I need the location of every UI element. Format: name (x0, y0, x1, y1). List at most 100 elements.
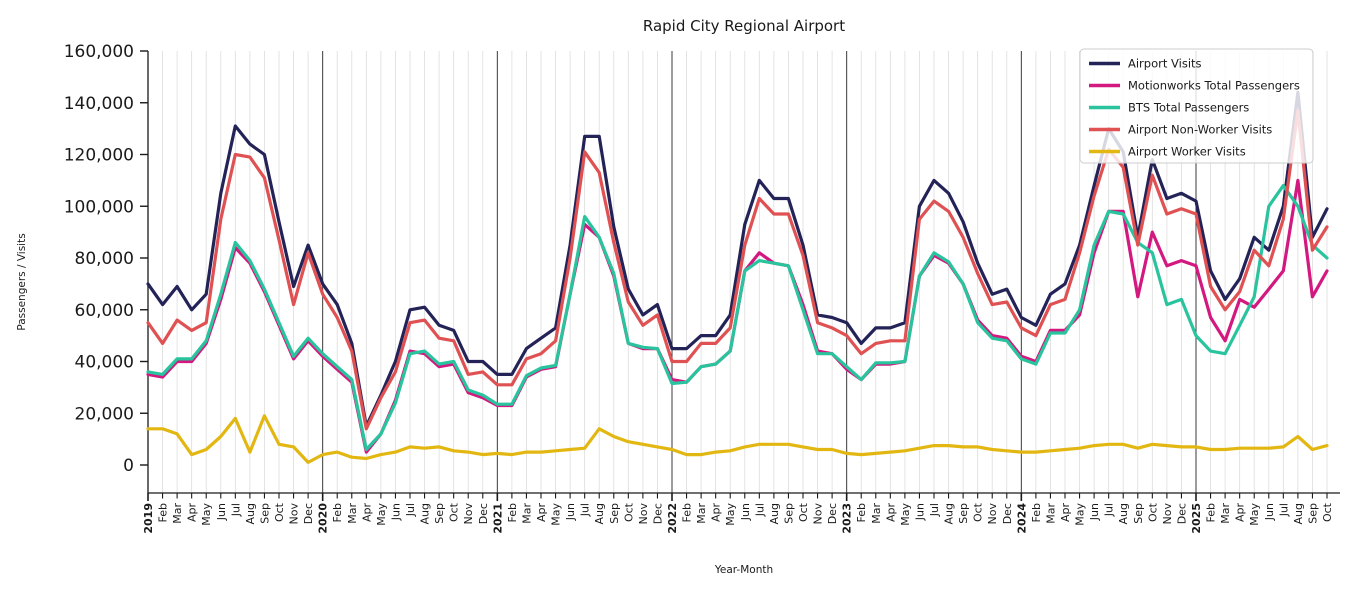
x-tick-label-month: Mar (695, 503, 708, 524)
x-tick-label-month: May (200, 503, 213, 526)
legend-label: Motionworks Total Passengers (1128, 79, 1300, 93)
series-lines (146, 90, 1329, 464)
x-tick-label-month: Jul (753, 503, 766, 517)
x-tick-label-month: Aug (419, 503, 432, 524)
series-line-airport-worker-visits (146, 414, 1329, 464)
x-tick-label-month: Jul (229, 503, 242, 517)
x-tick-label-month: Apr (884, 503, 897, 523)
x-tick-label-month: Oct (972, 502, 985, 522)
x-tick-label-month: May (550, 503, 563, 526)
x-tick-label-month: Aug (943, 503, 956, 524)
x-tick-label-month: May (899, 503, 912, 526)
x-tick-label-year: 2020 (317, 503, 330, 534)
x-tick-label-month: Oct (273, 502, 286, 522)
x-tick-label-month: Mar (520, 503, 533, 524)
x-tick-label-month: Sep (957, 503, 970, 524)
y-tick-label: 80,000 (75, 249, 134, 269)
x-tick-label-month: Feb (681, 503, 694, 522)
y-tick-label: 60,000 (75, 301, 134, 321)
x-tick-label-month: Jun (389, 503, 402, 521)
y-tick-label: 40,000 (75, 353, 134, 373)
y-tick-label: 0 (123, 456, 134, 476)
series-line-airport-visits (146, 90, 1329, 428)
x-tick-label-month: Mar (870, 503, 883, 524)
x-tick-label-month: Jun (1263, 503, 1276, 521)
legend-label: Airport Visits (1128, 57, 1202, 71)
legend-box (1079, 48, 1314, 164)
x-tick-label-month: Dec (477, 503, 490, 524)
x-tick-label-year: 2023 (841, 503, 854, 534)
x-tick-label-month: Dec (302, 503, 315, 524)
x-tick-label-month: Sep (608, 503, 621, 524)
x-tick-label-month: Apr (1234, 503, 1247, 523)
y-tick-label: 100,000 (64, 197, 134, 217)
x-tick-label-month: Nov (462, 503, 475, 525)
x-axis-label: Year-Month (714, 564, 773, 576)
x-tick-label-month: Aug (1117, 503, 1130, 524)
x-tick-label-month: Dec (1175, 503, 1188, 524)
x-tick-label-month: May (1074, 503, 1087, 526)
y-axis-label: Passengers / Visits (16, 233, 28, 330)
x-tick-label-month: Aug (1292, 503, 1305, 524)
x-tick-label-month: May (1248, 503, 1261, 526)
x-tick-label-month: Sep (258, 503, 271, 524)
x-tick-label-month: Aug (593, 503, 606, 524)
x-tick-label-month: Jun (913, 503, 926, 521)
x-tick-label-month: Aug (768, 503, 781, 524)
x-tick-label-month: Feb (855, 503, 868, 522)
legend-label: Airport Non-Worker Visits (1128, 123, 1272, 137)
legend-label: Airport Worker Visits (1128, 145, 1246, 159)
x-tick-label-year: 2019 (142, 503, 155, 534)
x-tick-label-month: Feb (506, 503, 519, 522)
x-tick-label-year: 2021 (491, 503, 504, 534)
y-tick-label: 20,000 (75, 404, 134, 424)
x-tick-label-month: Mar (346, 503, 359, 524)
x-tick-label-month: Apr (1059, 503, 1072, 523)
x-tick-label-month: Oct (1321, 502, 1334, 522)
x-tick-label-month: Mar (1219, 503, 1232, 524)
x-tick-label-month: Jun (215, 503, 228, 521)
legend-label: BTS Total Passengers (1128, 101, 1249, 115)
x-tick-label-month: Oct (448, 502, 461, 522)
x-tick-label-month: Oct (797, 502, 810, 522)
x-tick-label-month: Dec (826, 503, 839, 524)
legend: Airport Visits Motionworks Total Passenge… (1079, 48, 1314, 164)
x-tick-label-month: Nov (288, 503, 301, 525)
x-tick-label-month: May (724, 503, 737, 526)
x-tick-label-month: Jul (1103, 503, 1116, 517)
x-tick-label-year: 2025 (1190, 503, 1203, 534)
x-tick-label-year: 2022 (666, 503, 679, 534)
x-tick-label-month: Dec (1001, 503, 1014, 524)
x-tick-label-month: Jun (1088, 503, 1101, 521)
x-tick-label-month: Jul (404, 503, 417, 517)
x-tick-label-month: Apr (710, 503, 723, 523)
x-tick-label-year: 2024 (1015, 503, 1028, 534)
x-tick-label-month: Apr (360, 503, 373, 523)
series-line-airport-non-worker-visits (146, 108, 1329, 431)
x-tick-label-month: Mar (1044, 503, 1057, 524)
x-tick-label-month: Feb (331, 503, 344, 522)
x-tick-label-month: Nov (986, 503, 999, 525)
x-tick-label-month: Sep (433, 503, 446, 524)
axes: 0 20,000 40,000 60,000 80,000 100,000 120,000 1… (64, 42, 1340, 534)
x-tick-label-month: Jul (1277, 503, 1290, 517)
x-tick-label-month: Oct (1146, 502, 1159, 522)
x-tick-label-month: May (375, 503, 388, 526)
x-tick-label-month: Feb (157, 503, 170, 522)
x-tick-label-month: Nov (637, 503, 650, 525)
x-tick-label-month: Sep (1306, 503, 1319, 524)
x-tick-label-month: Feb (1030, 503, 1043, 522)
y-tick-label: 120,000 (64, 146, 134, 166)
x-tick-label-month: Apr (186, 503, 199, 523)
x-tick-label-month: Jun (739, 503, 752, 521)
x-tick-label-month: Nov (812, 503, 825, 525)
y-tick-label: 140,000 (64, 94, 134, 114)
y-tick-label: 160,000 (64, 42, 134, 62)
x-tick-label-month: Jun (564, 503, 577, 521)
x-tick-label-month: Sep (1132, 503, 1145, 524)
x-tick-label-month: Oct (622, 502, 635, 522)
x-tick-label-month: Dec (651, 503, 664, 524)
x-tick-label-month: Jul (579, 503, 592, 517)
